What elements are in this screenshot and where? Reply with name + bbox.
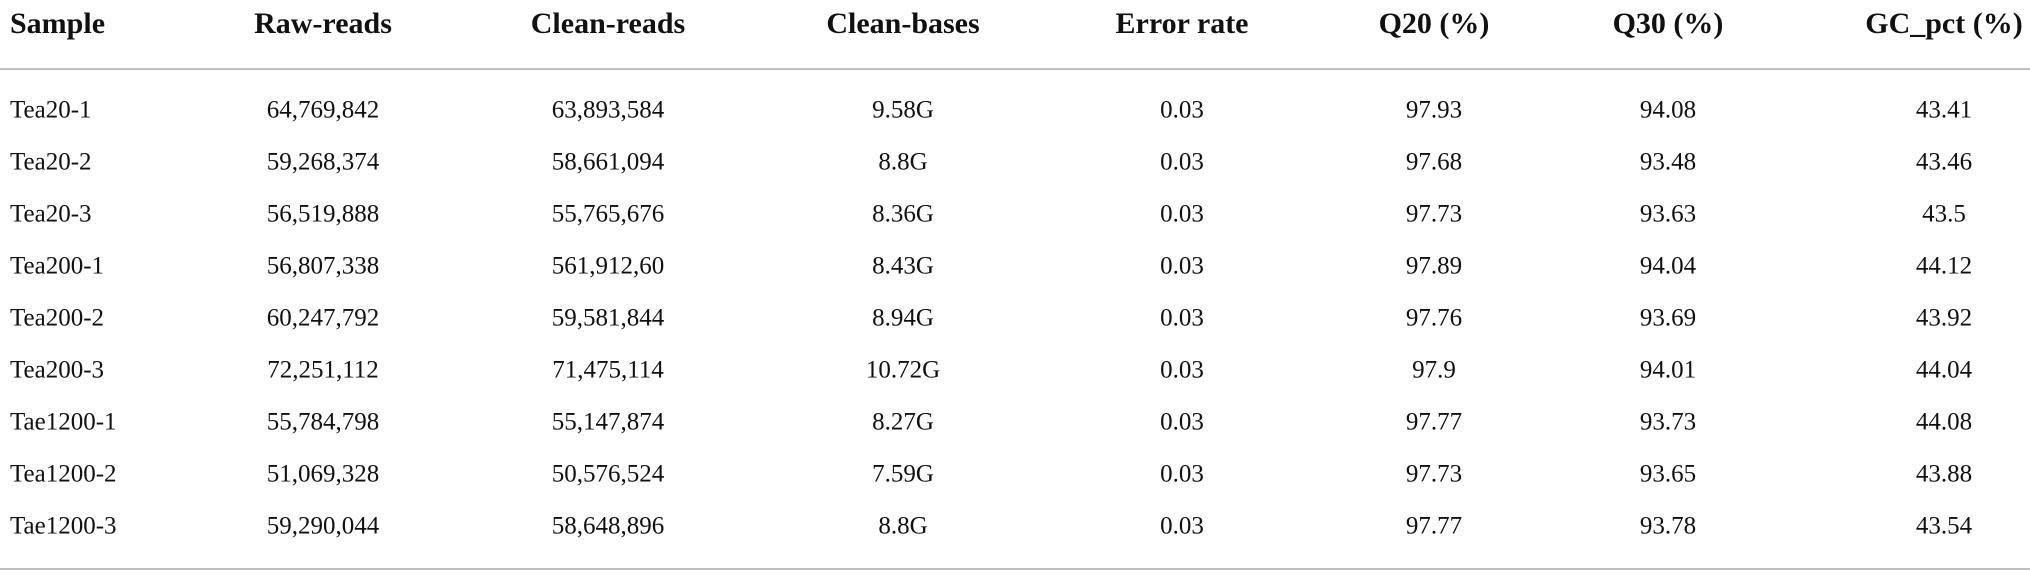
column-header: Clean-reads: [531, 7, 685, 40]
cell: 7.59G: [872, 461, 934, 488]
cell: 97.77: [1406, 409, 1462, 436]
cell: 43.88: [1916, 461, 1972, 488]
column-header: Raw-reads: [254, 7, 392, 40]
cell: 56,519,888: [267, 201, 380, 228]
cell: 43.46: [1916, 149, 1972, 176]
cell: 55,765,676: [552, 201, 665, 228]
cell: 8.8G: [878, 513, 927, 540]
cell: 0.03: [1160, 305, 1204, 332]
cell: 0.03: [1160, 357, 1204, 384]
row-label: Tae1200-3: [10, 513, 117, 540]
cell: 55,784,798: [267, 409, 380, 436]
cell: 97.77: [1406, 513, 1462, 540]
cell: 8.43G: [872, 253, 934, 280]
cell: 58,648,896: [552, 513, 665, 540]
cell: 8.94G: [872, 305, 934, 332]
cell: 59,581,844: [552, 305, 665, 332]
row-label: Tea20-1: [10, 97, 92, 124]
cell: 94.04: [1640, 253, 1697, 280]
cell: 44.04: [1916, 357, 1973, 384]
cell: 93.48: [1640, 149, 1696, 176]
column-header: Q30 (%): [1613, 7, 1724, 40]
cell: 97.9: [1412, 357, 1456, 384]
row-label: Tea20-3: [10, 201, 92, 228]
cell: 0.03: [1160, 201, 1204, 228]
column-header: Sample: [10, 7, 105, 40]
cell: 0.03: [1160, 409, 1204, 436]
cell: 43.41: [1916, 97, 1972, 124]
cell: 93.65: [1640, 461, 1696, 488]
cell: 56,807,338: [267, 253, 380, 280]
cell: 94.08: [1640, 97, 1696, 124]
cell: 94.01: [1640, 357, 1696, 384]
cell: 8.27G: [872, 409, 934, 436]
cell: 0.03: [1160, 513, 1204, 540]
cell: 9.58G: [872, 97, 934, 124]
cell: 93.78: [1640, 513, 1696, 540]
cell: 0.03: [1160, 253, 1204, 280]
cell: 55,147,874: [552, 409, 665, 436]
cell: 59,268,374: [267, 149, 380, 176]
cell: 0.03: [1160, 97, 1204, 124]
cell: 50,576,524: [552, 461, 665, 488]
cell: 43.92: [1916, 305, 1972, 332]
cell: 72,251,112: [267, 357, 379, 384]
cell: 561,912,60: [552, 253, 665, 280]
column-header: Clean-bases: [826, 7, 979, 40]
cell: 60,247,792: [267, 305, 380, 332]
column-header: Q20 (%): [1379, 7, 1490, 40]
cell: 93.73: [1640, 409, 1696, 436]
cell: 8.8G: [878, 149, 927, 176]
row-label: Tea200-2: [10, 305, 104, 332]
column-header: GC_pct (%): [1865, 7, 2022, 40]
cell: 97.89: [1406, 253, 1462, 280]
cell: 71,475,114: [552, 357, 664, 384]
cell: 8.36G: [872, 201, 934, 228]
cell: 44.08: [1916, 409, 1972, 436]
cell: 97.73: [1406, 201, 1462, 228]
cell: 93.63: [1640, 201, 1696, 228]
row-label: Tea20-2: [10, 149, 92, 176]
row-label: Tae1200-1: [10, 409, 117, 436]
cell: 51,069,328: [267, 461, 380, 488]
cell: 97.73: [1406, 461, 1462, 488]
cell: 43.54: [1916, 513, 1973, 540]
cell: 97.68: [1406, 149, 1462, 176]
cell: 10.72G: [866, 357, 940, 384]
cell: 43.5: [1922, 201, 1966, 228]
cell: 59,290,044: [267, 513, 380, 540]
cell: 93.69: [1640, 305, 1696, 332]
row-label: Tea1200-2: [10, 461, 117, 488]
row-label: Tea200-1: [10, 253, 104, 280]
cell: 0.03: [1160, 461, 1204, 488]
cell: 58,661,094: [552, 149, 665, 176]
cell: 97.76: [1406, 305, 1462, 332]
row-label: Tea200-3: [10, 357, 104, 384]
cell: 44.12: [1916, 253, 1972, 280]
cell: 97.93: [1406, 97, 1462, 124]
column-header: Error rate: [1116, 7, 1249, 40]
cell: 64,769,842: [267, 97, 380, 124]
cell: 0.03: [1160, 149, 1204, 176]
cell: 63,893,584: [552, 97, 665, 124]
